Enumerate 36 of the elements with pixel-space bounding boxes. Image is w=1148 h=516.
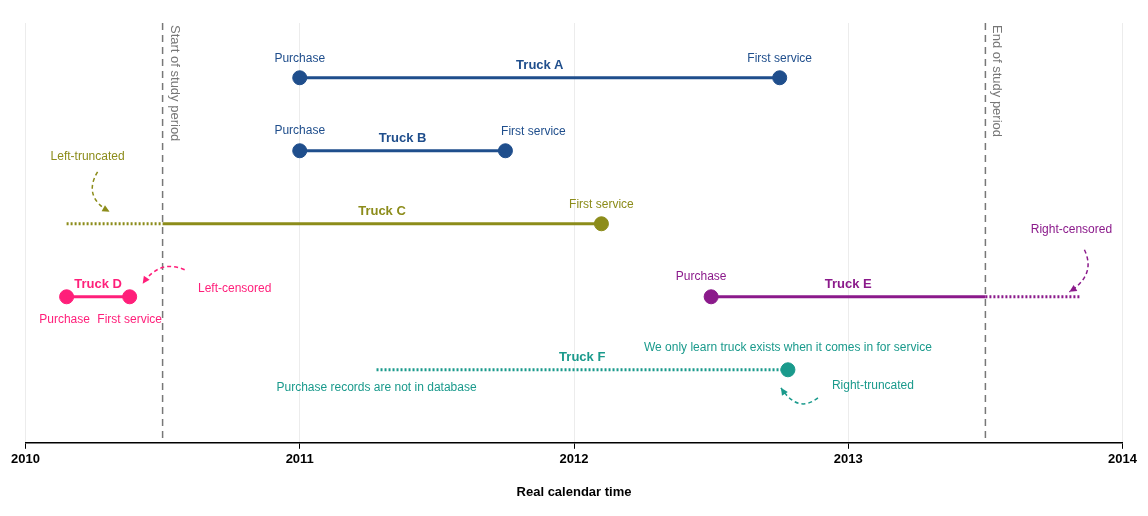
annotation: Purchase [675,269,727,284]
annotation: Left-censored [197,281,272,296]
annotation: Purchase [39,312,91,327]
series-label: Truck E [824,275,873,291]
point [593,216,609,232]
x-tick-label: 2014 [1108,451,1138,467]
annotation: Right-truncated [831,378,914,393]
x-axis-title: Real calendar time [516,483,632,499]
x-tick-label: 2012 [559,451,589,467]
annotation: Purchase records are not in database [276,380,477,395]
point [772,70,788,86]
annotation: Purchase [274,51,326,66]
point [292,143,308,159]
annotation: First service [747,51,813,66]
x-tick-label: 2011 [285,451,314,467]
ref-line-label: End of study period [990,25,1006,138]
series-label: Truck B [378,129,427,145]
annotation: First service [569,197,635,212]
annotation: Left-truncated [50,149,125,164]
x-tick-label: 2013 [833,451,863,467]
point [59,289,75,305]
point [780,362,796,378]
point [497,143,513,159]
point [292,70,308,86]
annotation: We only learn truck exists when it comes in for service [643,340,933,355]
point [122,289,138,305]
series-label: Truck F [559,348,606,364]
ref-line-label: Start of study period [167,25,183,142]
annotation: Right-censored [1030,222,1113,237]
annotation: Purchase [274,123,326,138]
legend-label: Truck D [74,275,122,291]
series-label: Truck A [516,56,564,72]
annotation: First service [97,312,163,327]
annotation: First service [501,124,567,139]
series-label: Truck C [358,202,407,218]
x-tick-label: 2010 [11,451,40,467]
